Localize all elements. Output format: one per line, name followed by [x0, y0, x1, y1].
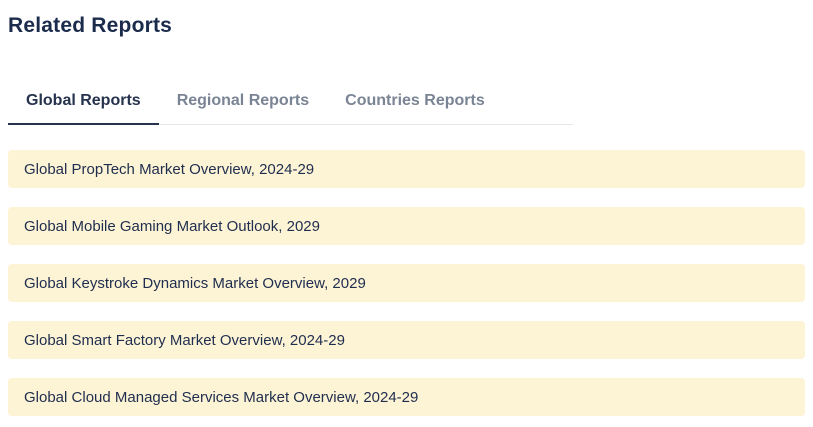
report-link-proptech[interactable]: Global PropTech Market Overview, 2024-29 [8, 150, 805, 188]
report-list: Global PropTech Market Overview, 2024-29… [8, 150, 805, 416]
report-link-cloud-managed-services[interactable]: Global Cloud Managed Services Market Ove… [8, 378, 805, 416]
tab-countries-reports[interactable]: Countries Reports [345, 92, 485, 109]
page-title: Related Reports [8, 14, 173, 37]
report-link-smart-factory[interactable]: Global Smart Factory Market Overview, 20… [8, 321, 805, 359]
report-link-mobile-gaming[interactable]: Global Mobile Gaming Market Outlook, 202… [8, 207, 805, 245]
reports-tabs-bar: Global Reports Regional Reports Countrie… [8, 82, 573, 125]
tab-regional-reports[interactable]: Regional Reports [176, 92, 310, 109]
tab-global-reports[interactable]: Global Reports [8, 82, 159, 125]
report-link-keystroke-dynamics[interactable]: Global Keystroke Dynamics Market Overvie… [8, 264, 805, 302]
